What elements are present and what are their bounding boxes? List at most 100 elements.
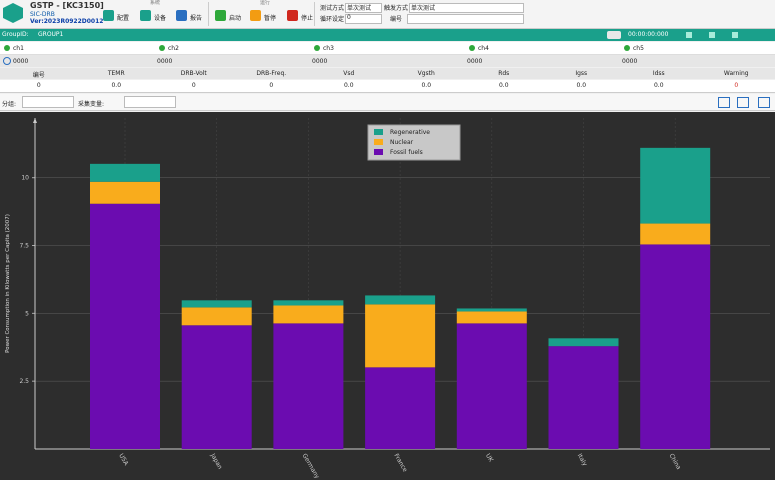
bar-segment: [273, 300, 344, 306]
channel-name: ch2: [168, 45, 179, 52]
filter-label: 采集变量:: [78, 101, 105, 108]
header-cell: Vgsth: [417, 70, 435, 77]
bar-segment: [90, 181, 160, 204]
field-label: 测试方式: [320, 5, 345, 12]
x-tick-label: Germany: [301, 453, 321, 480]
button-icon[interactable]: [103, 10, 114, 21]
toolbar-button[interactable]: 报告: [190, 15, 203, 22]
bar-segment: [640, 147, 711, 224]
legend-label: Fossil fuels: [390, 149, 423, 156]
table-cell: 0: [269, 82, 274, 89]
filter-select[interactable]: [22, 96, 74, 108]
field-input[interactable]: [409, 3, 524, 13]
group-label: 运行: [260, 0, 271, 6]
legend-swatch: [374, 129, 383, 135]
view-button[interactable]: [758, 97, 770, 108]
bar-segment: [456, 311, 527, 324]
legend-swatch: [374, 149, 383, 155]
button-icon[interactable]: [215, 10, 226, 21]
filter-select[interactable]: [124, 96, 176, 108]
bar-segment: [456, 308, 527, 312]
view-button[interactable]: [737, 97, 749, 108]
button-icon[interactable]: [140, 10, 151, 21]
bar-segment: [548, 338, 619, 347]
button-icon[interactable]: [250, 10, 261, 21]
bar-segment: [640, 244, 711, 449]
app-subtitle: SIC-DRB: [30, 11, 55, 18]
x-tick-label: France: [392, 453, 408, 474]
toolbar-button[interactable]: 设备: [154, 15, 167, 22]
bar-segment: [365, 304, 436, 368]
app-version: Ver:2023R0922D0012: [30, 18, 104, 25]
y-tick-label: 7.5: [19, 243, 29, 250]
channel-value: 0000: [312, 58, 328, 65]
field-input[interactable]: [407, 14, 524, 24]
toolbar-button[interactable]: 配置: [117, 15, 130, 22]
table-cell: 0: [191, 82, 196, 89]
x-tick-label: Japan: [208, 452, 223, 471]
bar-segment: [640, 223, 711, 245]
play-button[interactable]: [686, 32, 692, 38]
bar-segment: [181, 325, 252, 449]
group-label: 系统: [150, 0, 161, 6]
toolbar: [0, 0, 775, 29]
field-input[interactable]: [345, 3, 382, 13]
bar-segment: [90, 163, 160, 182]
logo: [3, 3, 23, 23]
bar-segment: [273, 305, 344, 324]
group-divider: [314, 2, 315, 26]
header-cell: Idss: [652, 70, 665, 77]
view-button[interactable]: [718, 97, 730, 108]
field-input[interactable]: [345, 14, 382, 24]
legend-label: Regenerative: [390, 129, 430, 136]
field-value[interactable]: 0: [347, 14, 351, 21]
pause-button[interactable]: [709, 32, 715, 38]
toolbar-button[interactable]: 启动: [229, 15, 242, 22]
button-icon[interactable]: [287, 10, 298, 21]
x-tick-label: Italy: [576, 453, 589, 468]
header-cell: DRB-Volt: [180, 70, 207, 77]
header-cell: DRB-Freq.: [256, 70, 287, 77]
chart: 2.5 5 7.5 10 Power Consumption in Kilowatts …: [0, 112, 775, 480]
field-value[interactable]: 单次测试: [411, 5, 436, 12]
field-value[interactable]: 单次测试: [347, 5, 372, 12]
channel-row: [0, 42, 775, 55]
y-axis-label: Power Consumption in Kilowatts per Capit…: [5, 214, 11, 353]
group-bar: [0, 29, 775, 41]
table-cell: 0.0: [111, 82, 122, 89]
table-cell: 0.0: [343, 82, 354, 89]
table-cell: 0: [734, 82, 739, 89]
field-label: 编号: [390, 16, 403, 23]
bar-segment: [365, 367, 436, 449]
toolbar-button[interactable]: 停止: [301, 15, 314, 22]
refresh-icon: [3, 57, 11, 65]
legend-label: Nuclear: [390, 139, 414, 146]
app-title: GSTP - [KC3150]: [30, 1, 104, 10]
header-cell: 编号: [32, 72, 45, 79]
bar-segment: [181, 300, 252, 308]
header-cell: Warning: [723, 70, 749, 77]
y-tick-label: 5: [25, 310, 29, 317]
toolbar-button[interactable]: 暂停: [264, 15, 277, 22]
table-header: [0, 68, 775, 79]
table-cell: 0.0: [421, 82, 432, 89]
header-cell: Vsd: [343, 70, 355, 77]
group-divider: [208, 2, 209, 26]
bar-segment: [365, 295, 436, 305]
status-dot: [469, 45, 475, 51]
filter-bar: [0, 94, 775, 111]
header-cell: Igss: [575, 70, 588, 77]
header-cell: TEMR: [107, 70, 125, 77]
channel-name: ch5: [633, 45, 644, 52]
timer: 00:00:00:000: [628, 31, 669, 38]
stop-button[interactable]: [732, 32, 738, 38]
x-tick-label: UK: [484, 453, 495, 465]
status-dot: [159, 45, 165, 51]
x-tick-label: USA: [117, 453, 130, 468]
header-cell: Rds: [498, 70, 510, 77]
group-value: GROUP1: [38, 31, 64, 38]
field-label: 触发方式: [384, 5, 409, 12]
status-dot: [624, 45, 630, 51]
button-icon[interactable]: [176, 10, 187, 21]
channel-value: 0000: [467, 58, 483, 65]
